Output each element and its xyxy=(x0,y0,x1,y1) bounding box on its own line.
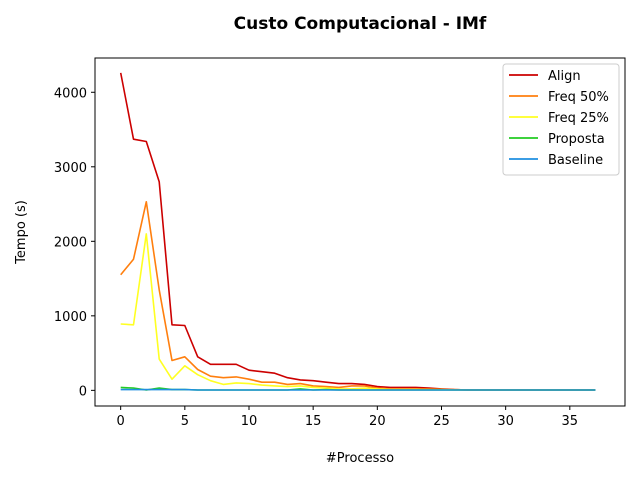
x-axis-label: #Processo xyxy=(326,451,394,466)
legend-label: Baseline xyxy=(548,153,603,168)
legend-label: Align xyxy=(548,69,581,84)
x-tick-label: 5 xyxy=(181,414,189,429)
x-tick-label: 20 xyxy=(369,414,386,429)
x-tick-label: 25 xyxy=(433,414,450,429)
y-tick-label: 2000 xyxy=(54,235,87,250)
y-tick-label: 3000 xyxy=(54,161,87,176)
y-tick-label: 0 xyxy=(79,384,87,399)
x-tick-label: 0 xyxy=(117,414,125,429)
plot-frame xyxy=(94,57,626,407)
legend-label: Proposta xyxy=(548,132,605,147)
y-tick-label: 1000 xyxy=(54,310,87,325)
x-axis: 0 5 10 15 20 25 30 35 xyxy=(117,406,579,429)
series-group xyxy=(119,72,596,391)
x-tick-label: 35 xyxy=(562,414,579,429)
x-tick-label: 15 xyxy=(305,414,322,429)
y-tick-label: 4000 xyxy=(54,86,87,101)
legend: Align Freq 50% Freq 25% Proposta Baseline xyxy=(502,63,620,176)
legend-box xyxy=(502,63,620,176)
y-axis-label: Tempo (s) xyxy=(14,200,29,265)
legend-label: Freq 50% xyxy=(548,90,609,105)
chart-title: Custo Computacional - IMf xyxy=(234,14,487,34)
y-axis: 0 1000 2000 3000 4000 xyxy=(54,86,95,399)
x-tick-label: 30 xyxy=(497,414,514,429)
legend-label: Freq 25% xyxy=(548,111,609,126)
x-tick-label: 10 xyxy=(241,414,258,429)
